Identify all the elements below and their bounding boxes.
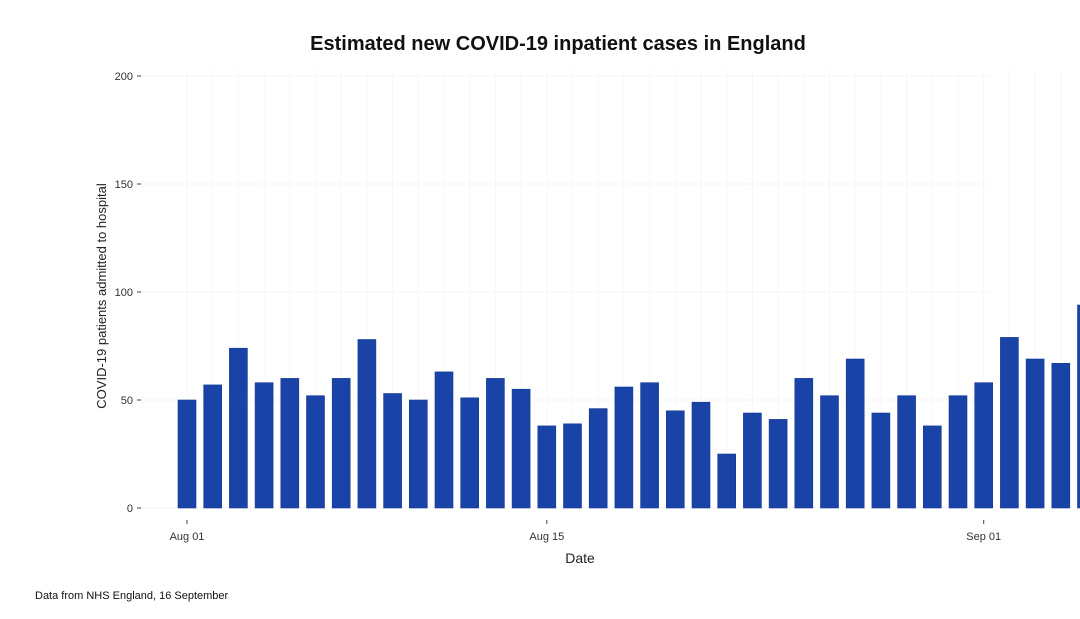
bar-aug-22 [717,453,737,509]
bar-aug-11 [434,371,454,509]
bar-aug-28 [871,412,891,509]
bar-aug-04 [254,382,274,509]
bar-sep-03 [1025,358,1045,509]
x-tick-label: Aug 01 [170,531,205,543]
bar-aug-07 [331,378,351,509]
bar-aug-24 [768,419,788,509]
bar-aug-20 [665,410,685,509]
bar-aug-17 [588,408,608,509]
bars [177,304,1080,509]
bar-aug-23 [743,412,762,509]
bar-aug-16 [563,423,582,509]
bar-aug-18 [614,386,634,509]
bar-aug-12 [460,397,480,509]
bar-sep-04 [1051,362,1071,509]
bar-aug-08 [357,339,377,509]
bar-sep-02 [1000,337,1019,509]
y-tick-label: 150 [115,179,133,191]
bar-aug-03 [229,347,248,509]
y-axis: 0 50 100 150 200 [115,71,141,515]
bar-aug-19 [640,382,659,509]
bar-aug-29 [897,395,916,509]
bar-aug-05 [280,378,300,509]
bar-sep-01 [974,382,994,509]
bar-aug-13 [486,378,505,509]
source-note: Data from NHS England, 16 September [35,590,229,602]
x-tick-label: Sep 01 [966,531,1001,543]
y-tick-label: 0 [127,503,133,515]
bar-sep-05 [1077,304,1080,509]
bar-aug-15 [537,425,557,509]
bar-aug-10 [408,399,428,509]
bar-aug-09 [383,393,402,509]
y-tick-label: 200 [115,71,133,83]
bar-aug-31 [948,395,968,509]
x-axis-label: Date [565,550,595,566]
y-axis-label: COVID-19 patients admitted to hospital [94,183,109,409]
bar-aug-21 [691,401,711,509]
bar-aug-01 [177,399,197,509]
bar-aug-02 [203,384,222,509]
bar-aug-14 [511,388,531,509]
bar-aug-06 [306,395,325,509]
bar-aug-27 [845,358,865,509]
y-tick-label: 100 [115,287,133,299]
x-tick-label: Aug 15 [529,531,564,543]
chart-title: Estimated new COVID-19 inpatient cases i… [310,33,806,55]
bar-aug-25 [794,378,814,509]
bar-aug-30 [922,425,942,509]
y-tick-label: 50 [121,395,133,407]
bar-aug-26 [820,395,839,509]
